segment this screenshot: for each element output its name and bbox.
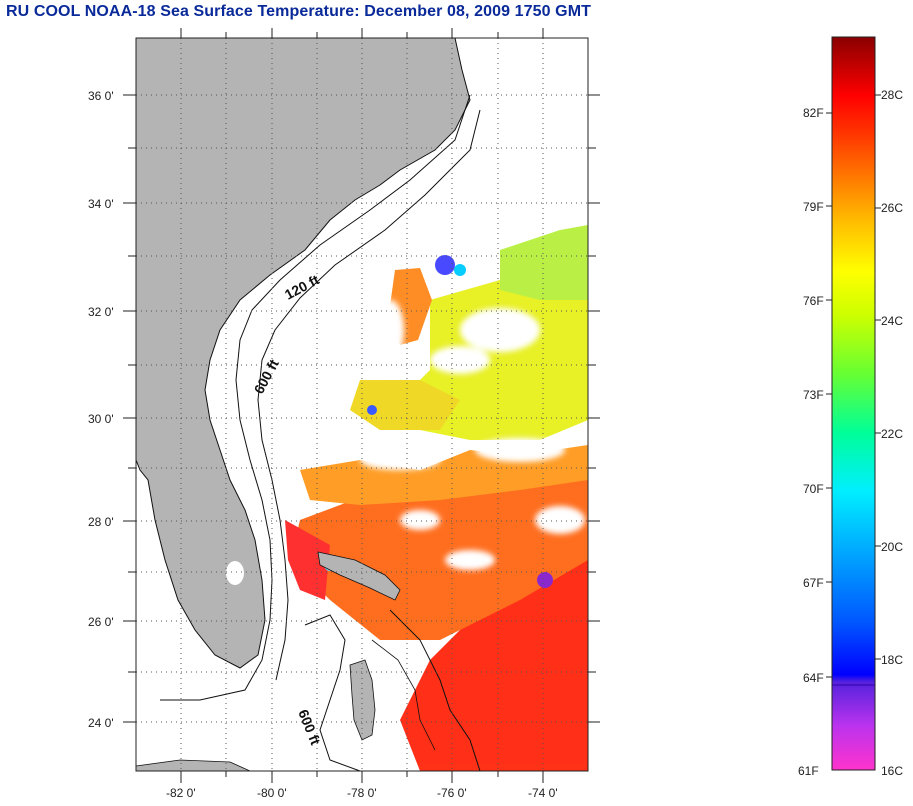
lat-label-24: 24 0' <box>88 716 114 730</box>
lat-label-30: 30 0' <box>88 412 114 426</box>
colorbar-celsius-ticks <box>875 94 881 660</box>
land-bahamas-andros <box>349 659 376 741</box>
cb-label-73f: 73F <box>803 388 824 402</box>
lon-ticks <box>180 28 544 783</box>
land-south-keys <box>136 759 251 771</box>
colorbar <box>831 36 876 771</box>
contour-bahamas-3 <box>371 639 436 751</box>
sst-data-layer <box>285 225 588 771</box>
colorbar-fahrenheit-ticks <box>826 112 832 678</box>
lat-label-34: 34 0' <box>88 197 114 211</box>
cb-label-22c: 22C <box>881 427 903 441</box>
cb-label-70f: 70F <box>803 482 824 496</box>
lon-label-78: -78 0' <box>347 786 377 800</box>
lat-label-32: 32 0' <box>88 305 114 319</box>
page-title: RU COOL NOAA-18 Sea Surface Temperature:… <box>6 3 592 20</box>
cb-label-24c: 24C <box>881 314 903 328</box>
cb-label-16c: 16C <box>881 764 903 778</box>
cb-label-64f: 64F <box>803 671 824 685</box>
lat-label-28: 28 0' <box>88 515 114 529</box>
cb-label-82f: 82F <box>803 106 824 120</box>
contour-120ft <box>160 94 471 701</box>
cb-label-67f: 67F <box>803 576 824 590</box>
cb-label-61f: 61F <box>798 764 819 778</box>
map-gridlines <box>136 38 588 771</box>
cb-label-18c: 18C <box>881 653 903 667</box>
lat-label-26: 26 0' <box>88 615 114 629</box>
lat-ticks <box>123 94 600 723</box>
contour-bahamas-bank-2 <box>389 609 481 771</box>
lon-label-80: -80 0' <box>257 786 287 800</box>
lake-okeechobee <box>226 561 244 585</box>
cb-label-28c: 28C <box>881 88 903 102</box>
land-mass-us-southeast <box>136 38 471 669</box>
lon-label-76: -76 0' <box>437 786 467 800</box>
lon-label-82: -82 0' <box>166 786 196 800</box>
contour-bahamas-bank <box>304 614 361 771</box>
lon-label-74: -74 0' <box>528 786 558 800</box>
contour-600ft <box>257 109 481 681</box>
lat-label-36: 36 0' <box>88 89 114 103</box>
cb-label-79f: 79F <box>803 200 824 214</box>
cb-label-20c: 20C <box>881 540 903 554</box>
land-bahamas-grand <box>317 551 401 601</box>
cb-label-76f: 76F <box>803 294 824 308</box>
cb-label-26c: 26C <box>881 201 903 215</box>
